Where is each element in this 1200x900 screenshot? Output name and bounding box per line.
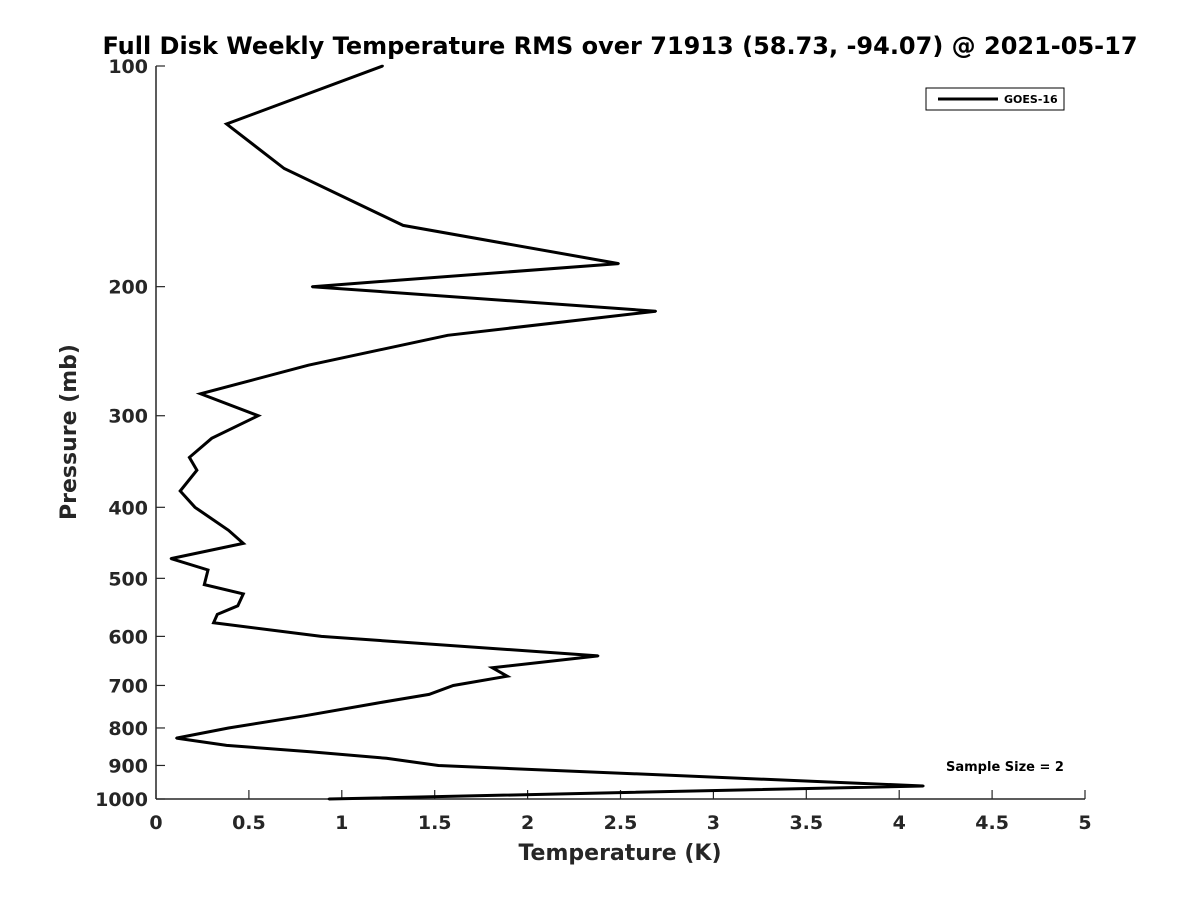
data-point [446,334,449,337]
y-tick-label: 400 [108,497,148,519]
y-tick-label: 100 [108,56,148,78]
series-line-goes-16 [170,64,924,801]
sample-size-annotation: Sample Size = 2 [946,760,1064,775]
x-tick-label: 0.5 [232,812,266,834]
legend-label-goes-16: GOES-16 [1004,93,1058,106]
data-point [236,604,239,607]
data-point [320,635,323,638]
y-tick-label: 600 [108,626,148,648]
x-tick-label: 4.5 [975,812,1009,834]
data-point [199,392,202,395]
y-tick-label: 500 [108,568,148,590]
data-point [309,750,312,753]
x-tick-label: 5 [1078,812,1091,834]
data-point [303,714,306,717]
x-tick-label: 1 [335,812,348,834]
data-point [203,583,206,586]
data-point [283,167,286,170]
chart-title: Full Disk Weekly Temperature RMS over 71… [102,32,1137,60]
x-tick-label: 4 [893,812,906,834]
y-tick-label: 700 [108,675,148,697]
data-point [375,701,379,705]
data-point [227,529,230,532]
x-tick-label: 3 [707,812,720,834]
data-point [225,744,228,747]
y-ticks: 100 200 300 400 500 600 700 800 900 1000 [95,56,165,811]
data-point [452,684,455,687]
data-point [242,592,245,596]
y-tick-label: 200 [108,277,148,299]
data-point [175,736,178,740]
data-point [491,666,494,669]
data-point [506,675,509,678]
x-ticks: 0 0.5 1 1.5 2 2.5 3 3.5 4 4.5 5 [149,790,1092,834]
data-point [225,122,228,126]
data-point [327,797,330,801]
y-tick-label: 300 [108,406,148,428]
data-point [242,542,245,545]
x-tick-label: 2 [521,812,534,834]
data-point [401,224,405,227]
data-point [227,726,230,730]
data-point [179,489,182,493]
data-point [437,764,440,767]
data-point [307,364,310,367]
data-point [597,654,600,658]
data-point [385,757,388,760]
data-point [206,568,210,572]
series-group [169,64,925,801]
data-point [257,414,260,417]
y-axis-label: Pressure (mb) [57,344,82,520]
x-tick-label: 2.5 [604,812,638,834]
data-point [617,262,620,265]
plot-area: 0 0.5 1 1.5 2 2.5 3 3.5 4 4.5 5 100 200 300 400 500 600… [95,56,1092,834]
x-axis-label: Temperature (K) [518,841,721,866]
y-tick-label: 800 [108,718,148,740]
data-point [310,285,314,288]
data-point [195,469,199,472]
x-tick-label: 0 [149,812,162,834]
data-point [169,557,173,560]
data-point [381,64,384,68]
data-point [922,784,925,788]
y-tick-label: 900 [108,755,148,777]
data-point [654,310,657,313]
data-point [212,621,215,624]
data-point [193,506,197,509]
data-point [210,437,213,440]
data-point [188,456,191,459]
y-tick-label: 1000 [95,789,148,811]
legend: GOES-16 [925,87,1065,111]
data-point [427,693,431,696]
x-tick-label: 1.5 [418,812,452,834]
data-point [216,613,219,616]
x-tick-label: 3.5 [789,812,823,834]
